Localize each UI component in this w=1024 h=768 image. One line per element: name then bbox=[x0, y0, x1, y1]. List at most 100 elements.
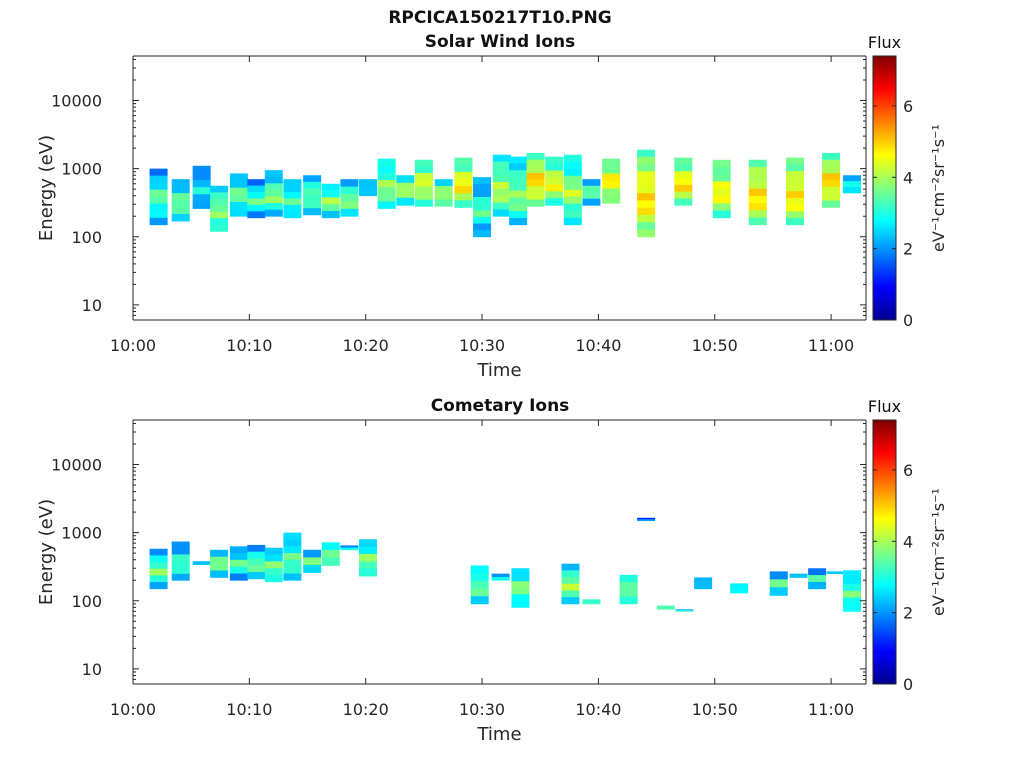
flux-bin bbox=[492, 175, 511, 183]
flux-bin bbox=[414, 179, 433, 187]
flux-bin bbox=[149, 568, 168, 576]
flux-bin bbox=[359, 179, 378, 188]
flux-bin bbox=[283, 546, 302, 554]
y-tick-label: 100 bbox=[71, 228, 102, 247]
x-tick-label: 10:20 bbox=[343, 700, 389, 719]
flux-bin bbox=[149, 575, 168, 583]
panel-title-cometary: Cometary Ions bbox=[430, 396, 570, 416]
flux-bin bbox=[264, 170, 283, 178]
flux-bin bbox=[149, 582, 168, 590]
flux-bin bbox=[786, 218, 805, 226]
flux-bin bbox=[492, 202, 511, 210]
flux-bin bbox=[561, 590, 580, 598]
x-tick-label: 10:40 bbox=[575, 700, 621, 719]
flux-bin bbox=[637, 207, 656, 216]
flux-bin bbox=[473, 190, 492, 198]
flux-bin bbox=[171, 179, 190, 187]
spectrogram-column bbox=[561, 563, 580, 605]
flux-bin bbox=[545, 191, 564, 199]
flux-bin bbox=[582, 601, 601, 605]
spectrogram-column bbox=[637, 149, 656, 238]
spectrogram-column bbox=[473, 177, 492, 238]
flux-bin bbox=[509, 217, 528, 226]
flux-bin bbox=[526, 159, 545, 167]
flux-bin bbox=[843, 597, 862, 605]
flux-bin bbox=[377, 194, 396, 202]
flux-bin bbox=[509, 170, 528, 178]
flux-bin bbox=[674, 178, 693, 186]
panel-cometary: 10:00 10:10 10:20 10:30 10:40 10:50 11:00 10 100… bbox=[36, 397, 948, 745]
flux-bin bbox=[822, 166, 841, 174]
spectrogram-column bbox=[321, 183, 340, 219]
flux-bin bbox=[229, 553, 248, 561]
x-tick-label: 10:10 bbox=[226, 336, 272, 355]
spectrogram-column bbox=[637, 517, 656, 522]
y-tick-label: 10000 bbox=[51, 456, 102, 475]
flux-bin bbox=[563, 203, 582, 212]
flux-bin bbox=[619, 589, 638, 598]
flux-bin bbox=[637, 185, 656, 194]
flux-bin bbox=[843, 187, 862, 194]
colorbar-tick-label: 4 bbox=[903, 532, 913, 551]
flux-bin bbox=[229, 194, 248, 203]
flux-bin bbox=[210, 205, 229, 213]
flux-bin bbox=[674, 157, 693, 165]
flux-bin bbox=[808, 581, 827, 590]
x-tick-label: 11:00 bbox=[808, 700, 854, 719]
flux-bin bbox=[247, 192, 266, 199]
flux-bin bbox=[414, 159, 433, 167]
spectrogram-column bbox=[545, 156, 564, 206]
flux-bin bbox=[473, 197, 492, 205]
flux-bin bbox=[492, 182, 511, 190]
flux-bin bbox=[492, 168, 511, 176]
flux-bin bbox=[789, 575, 808, 578]
x-tick-label: 10:30 bbox=[459, 336, 505, 355]
flux-bin bbox=[283, 573, 302, 581]
panel-solar-wind: 10:00 10:10 10:20 10:30 10:40 10:50 11:00 10 100… bbox=[36, 33, 948, 381]
flux-bin bbox=[491, 576, 510, 581]
flux-bin bbox=[264, 554, 283, 562]
flux-bin bbox=[492, 188, 511, 197]
spectrogram-column bbox=[656, 605, 675, 610]
x-tick-label: 10:00 bbox=[110, 700, 156, 719]
spectrogram-column bbox=[675, 609, 694, 612]
flux-bin bbox=[192, 180, 211, 188]
flux-bin bbox=[171, 554, 190, 562]
flux-bin bbox=[340, 201, 359, 210]
flux-bin bbox=[283, 179, 302, 187]
spectrogram-column bbox=[171, 179, 190, 222]
flux-bin bbox=[712, 174, 731, 182]
flux-bin bbox=[192, 165, 211, 174]
spectrogram-column bbox=[171, 541, 190, 581]
flux-bin bbox=[563, 154, 582, 163]
flux-bin bbox=[264, 209, 283, 217]
flux-bin bbox=[637, 519, 656, 522]
flux-bin bbox=[247, 185, 266, 193]
flux-bin bbox=[321, 550, 340, 559]
flux-bin bbox=[283, 204, 302, 212]
flux-bin bbox=[303, 557, 322, 566]
flux-bin bbox=[247, 179, 266, 187]
flux-bin bbox=[637, 156, 656, 165]
flux-bin bbox=[210, 556, 229, 565]
flux-bin bbox=[283, 553, 302, 561]
flux-bin bbox=[561, 583, 580, 591]
flux-bin bbox=[303, 175, 322, 183]
flux-bin bbox=[730, 583, 749, 589]
flux-bin bbox=[712, 188, 731, 197]
flux-bin bbox=[526, 152, 545, 161]
flux-bin bbox=[561, 563, 580, 571]
flux-bin bbox=[303, 201, 322, 209]
flux-bin bbox=[171, 200, 190, 208]
flux-bin bbox=[359, 539, 378, 548]
flux-bin bbox=[545, 177, 564, 185]
flux-bin bbox=[843, 175, 862, 182]
colorbar bbox=[872, 55, 897, 321]
flux-bin bbox=[619, 582, 638, 590]
flux-bin bbox=[192, 201, 211, 209]
spectrogram-column bbox=[789, 573, 808, 578]
flux-bin bbox=[229, 546, 248, 554]
spectrogram-column bbox=[843, 175, 862, 194]
flux-bin bbox=[171, 214, 190, 222]
flux-bin bbox=[434, 179, 453, 187]
